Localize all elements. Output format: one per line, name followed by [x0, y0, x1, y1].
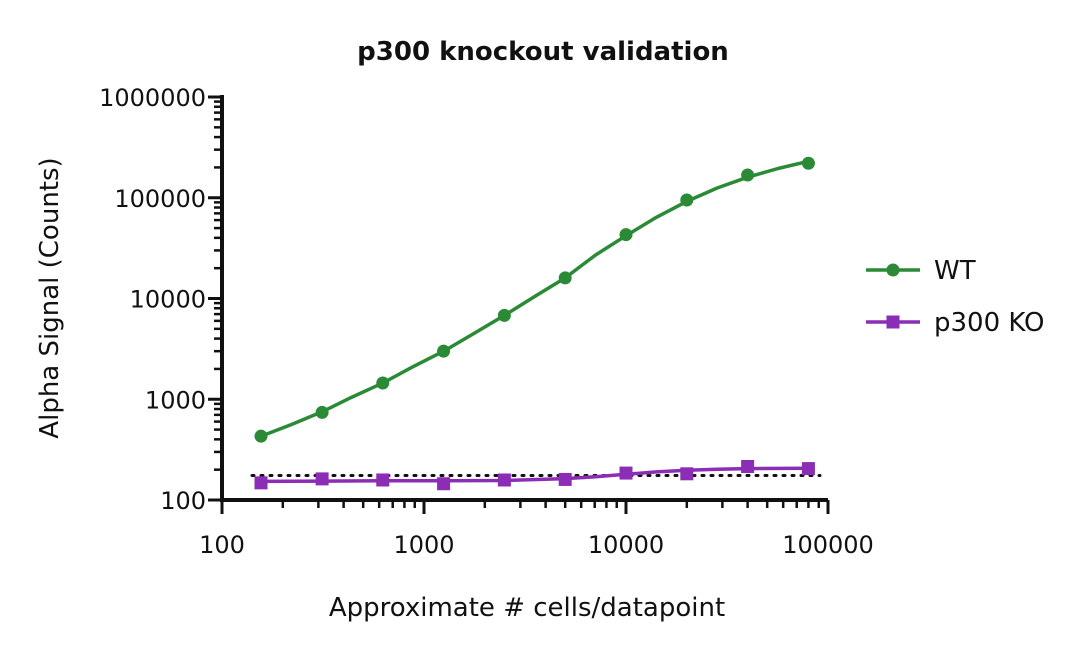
series-wt-point — [315, 405, 329, 419]
y-tick-label: 100000 — [114, 185, 206, 213]
series-p300-ko-point — [801, 462, 815, 476]
series-p300-ko-point — [254, 476, 268, 490]
x-axis-title: Approximate # cells/datapoint — [329, 593, 725, 623]
series-p300-ko-point — [376, 473, 390, 487]
series-wt-point — [497, 308, 511, 322]
series-p300-ko-point — [741, 460, 755, 474]
series-p300-ko-point — [315, 472, 329, 486]
y-tick-label: 1000 — [145, 386, 206, 414]
x-tick-label: 1000 — [393, 531, 454, 559]
x-tick-label: 100 — [199, 531, 245, 559]
chart-title: p300 knockout validation — [357, 37, 729, 67]
series-wt-point — [741, 168, 755, 182]
series-wt-point — [376, 376, 390, 390]
series-wt-point — [558, 271, 572, 285]
series-wt-point — [254, 429, 268, 443]
y-tick-label: 100 — [160, 487, 206, 515]
series-p300-ko-point — [497, 473, 511, 487]
x-tick-label: 10000 — [588, 531, 664, 559]
legend-p300-ko-marker — [886, 315, 900, 329]
series-wt-point — [680, 193, 694, 207]
plot-area: 100 1000 10000 100000 1000000 100 1000 10000 100… — [99, 84, 874, 559]
x-tick-label: 100000 — [782, 531, 874, 559]
legend-p300-ko-label: p300 KO — [934, 308, 1045, 338]
series-wt-point — [437, 344, 451, 358]
series-wt-point — [801, 156, 815, 170]
series-p300-ko-point — [437, 477, 451, 491]
y-axis-title: Alpha Signal (Counts) — [35, 157, 65, 438]
series-p300-ko-point — [619, 466, 633, 480]
y-tick-label: 10000 — [130, 286, 206, 314]
series-p300-ko-point — [680, 467, 694, 481]
series-wt-fit-line — [260, 159, 809, 438]
legend-wt-marker — [886, 263, 900, 277]
legend: WT p300 KO — [866, 256, 1045, 338]
series-wt-point — [619, 228, 633, 242]
series-p300-ko-point — [558, 472, 572, 486]
y-tick-label: 1000000 — [99, 84, 206, 112]
legend-wt-label: WT — [934, 256, 976, 286]
